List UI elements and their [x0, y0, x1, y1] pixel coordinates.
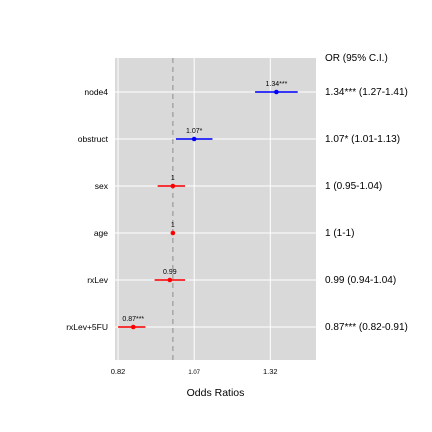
ci-text-rxLev+5FU: 0.87*** (0.82-0.91): [325, 322, 408, 333]
x-axis-label: Odds Ratios: [187, 387, 245, 399]
estimate-point-node4: [274, 89, 279, 95]
estimate-point-age: [170, 230, 176, 236]
value-label-node4: 1.34***: [266, 81, 288, 88]
y-axis-labels: node4 obstruct sex age rxLev rxLev+5FU: [66, 87, 109, 332]
x-axis-ticks: 0.82 1.07 1.32: [111, 367, 278, 376]
estimate-point-rxLev: [167, 277, 173, 283]
value-label-rxLev+5FU: 0.87***: [122, 316, 144, 323]
ci-text-sex: 1 (0.95-1.04): [325, 181, 382, 192]
value-label-sex: 1: [171, 175, 175, 182]
ci-text-age: 1 (1-1): [325, 228, 354, 239]
estimate-point-obstruct: [191, 136, 197, 142]
y-axis-label-sex: sex: [95, 181, 109, 191]
value-label-age: 1: [171, 222, 175, 229]
y-axis-label-age: age: [94, 228, 108, 238]
ci-table: 1.34*** (1.27-1.41) 1.07* (1.01-1.13) 1 (0…: [325, 87, 408, 333]
x-tick-label: 1.32: [263, 367, 278, 376]
ci-text-rxLev: 0.99 (0.94-1.04): [325, 275, 396, 286]
horizontal-gridlines: [115, 91, 316, 328]
estimates: 1.34*** 1.07* 1 1 0.99 0.87***: [118, 81, 298, 330]
y-axis-label-obstruct: obstruct: [78, 134, 109, 144]
ci-text-obstruct: 1.07* (1.01-1.13): [325, 134, 400, 145]
x-tick-label: 1.07: [188, 370, 200, 376]
y-axis-label-node4: node4: [84, 87, 108, 97]
plot-panel: [115, 58, 316, 360]
ci-text-node4: 1.34*** (1.27-1.41): [325, 87, 408, 98]
estimate-point-rxLev+5FU: [130, 324, 136, 330]
estimate-point-sex: [170, 183, 176, 189]
y-axis-label-rxLev: rxLev: [87, 275, 109, 285]
value-label-obstruct: 1.07*: [186, 128, 203, 135]
table-header: OR (95% C.I.): [325, 53, 388, 64]
vertical-gridlines: [117, 58, 271, 360]
value-label-rxLev: 0.99: [163, 269, 177, 276]
x-tick-label: 0.82: [111, 367, 126, 376]
y-axis-label-rxLev+5FU: rxLev+5FU: [66, 322, 108, 332]
